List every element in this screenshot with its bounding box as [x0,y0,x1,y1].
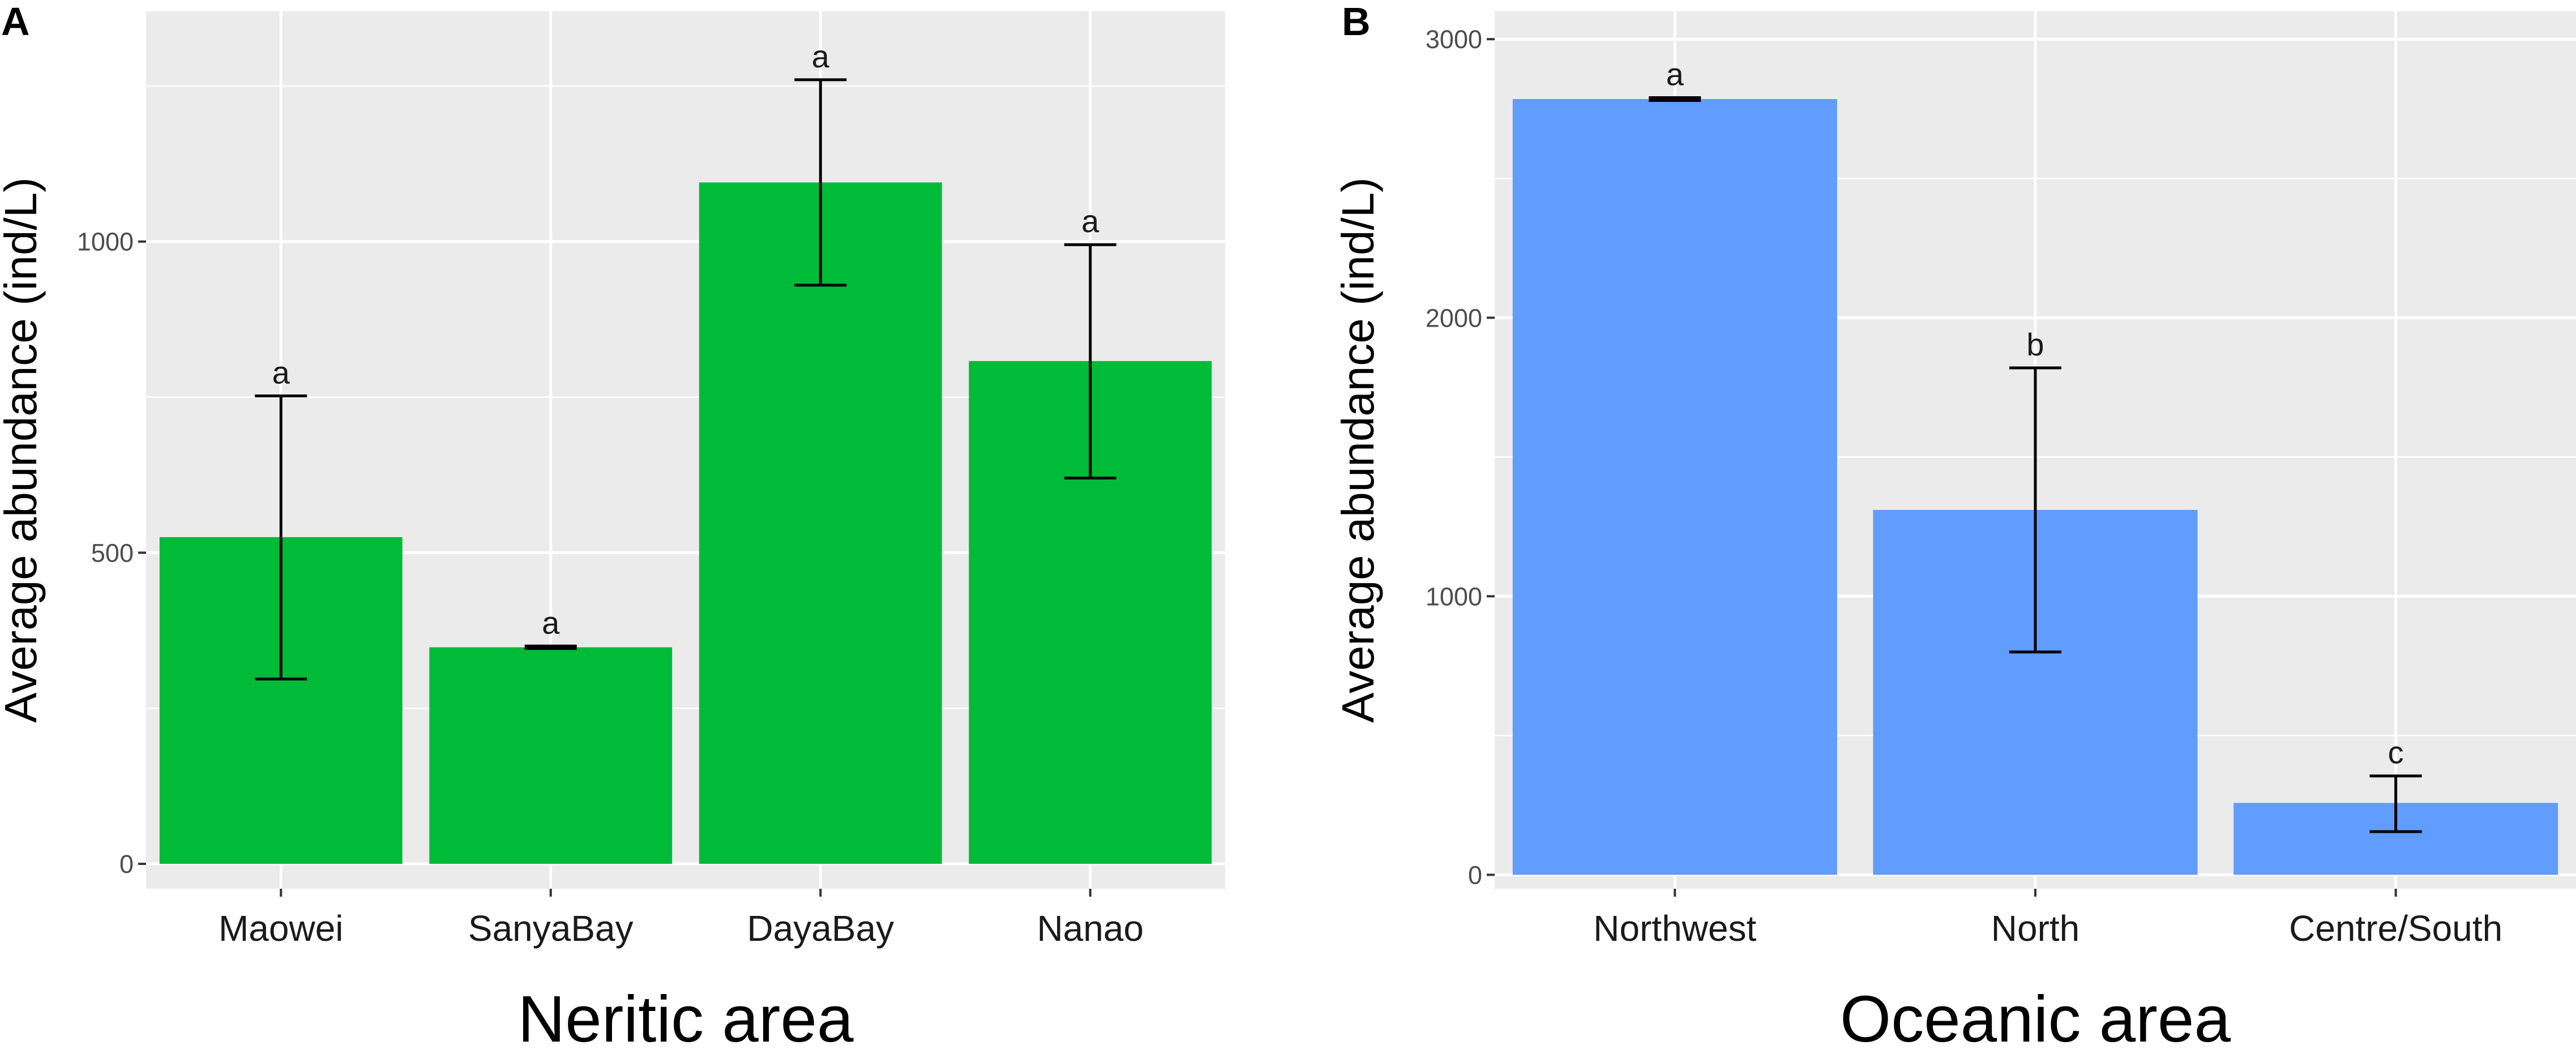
bar-sanyabay [429,647,673,864]
error-bar [524,644,577,650]
significance-letter: a [1666,57,1684,92]
x-axis-title: Oceanic area [1840,982,2231,1055]
y-tick-label: 3000 [1426,25,1482,54]
panel-label: B [1342,0,1371,44]
panel-a: 0 500 1000 a Maowei a SanyaBay a DayaBay a Nanao Av… [0,0,1225,1056]
x-tick-label: SanyaBay [468,908,634,949]
bar-dayabay [699,182,942,864]
significance-letter: a [812,38,830,74]
significance-letter: a [272,354,290,390]
x-tick-label: Nanao [1037,908,1144,949]
error-bar [255,394,307,681]
y-tick-label: 500 [91,538,134,567]
panel-label: A [1,0,30,44]
error-bar [2009,366,2061,654]
bar-northwest [1512,99,1837,875]
x-tick-label: Northwest [1593,908,1756,949]
x-tick-label: Maowei [219,908,344,949]
significance-letter: a [542,605,560,640]
y-tick-label: 1000 [1426,582,1482,611]
x-tick-label: Centre/South [2289,908,2502,949]
y-tick-label: 0 [119,850,134,879]
x-tick-label: North [1991,908,2080,949]
significance-letter: b [2026,327,2044,362]
error-bar [1064,243,1116,479]
panel-b: 0 1000 2000 3000 a Northwest b North c Centre/Sou… [1333,0,2576,1056]
x-axis-title: Neritic area [517,982,854,1055]
y-tick-label: 0 [1468,860,1482,889]
y-tick-label: 2000 [1426,303,1482,332]
y-axis-title: Average abundance (ind/L) [1333,177,1383,723]
error-bar [1649,96,1701,102]
significance-letter: a [1081,203,1099,239]
x-tick-label: DayaBay [747,908,894,949]
error-bar [2369,774,2422,833]
error-bar [794,78,847,287]
significance-letter: c [2388,735,2404,770]
y-axis-title: Average abundance (ind/L) [0,177,46,723]
y-tick-label: 1000 [77,228,134,256]
